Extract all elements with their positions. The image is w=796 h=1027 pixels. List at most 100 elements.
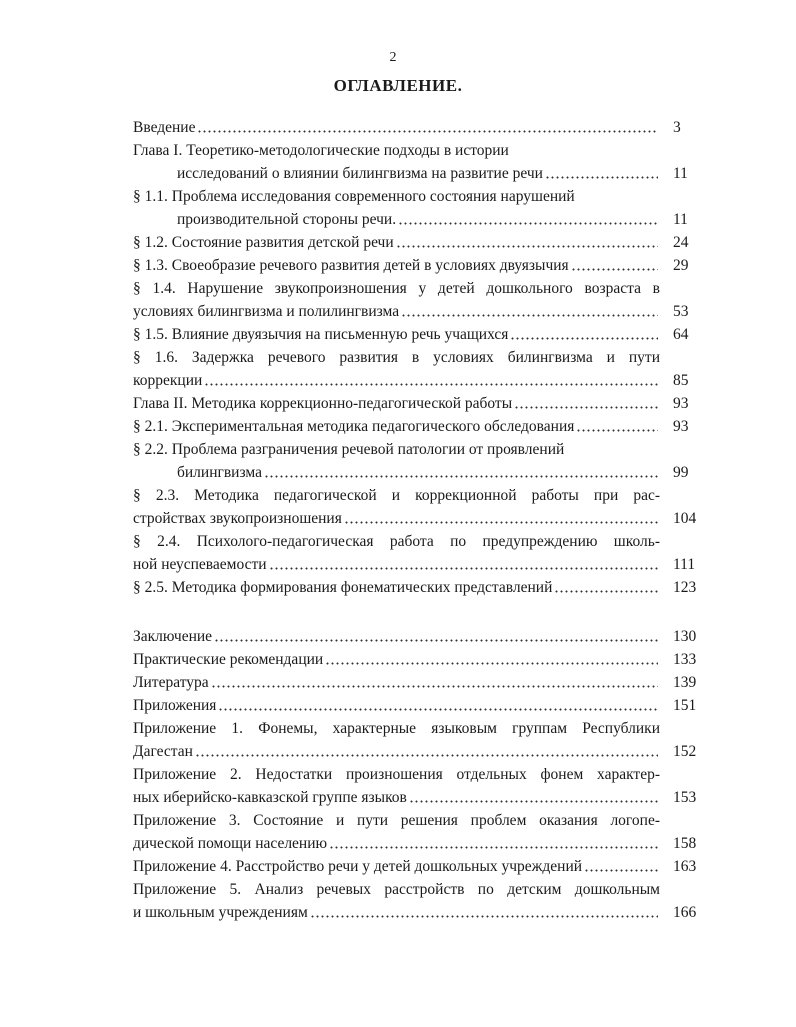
toc-line: § 2.1. Экспериментальная методика педаго… bbox=[133, 415, 660, 438]
page-ref: 123 bbox=[673, 579, 697, 596]
page-ref: 53 bbox=[673, 303, 689, 320]
toc-line: коррекции bbox=[133, 369, 660, 392]
toc-line: Глава I. Теоретико-методологические подх… bbox=[133, 142, 509, 159]
page-ref: 130 bbox=[673, 628, 697, 645]
page-ref: 11 bbox=[673, 211, 688, 228]
page-ref: 151 bbox=[673, 697, 697, 714]
page-ref: 158 bbox=[673, 835, 697, 852]
page-ref: 133 bbox=[673, 651, 697, 668]
toc-line: § 1.4. Нарушение звукопроизношения у дет… bbox=[133, 280, 660, 297]
toc-text: Заключение bbox=[133, 628, 213, 645]
toc-text: коррекции bbox=[133, 372, 203, 389]
page-ref: 139 bbox=[673, 674, 697, 691]
dot-leader bbox=[544, 176, 658, 179]
toc-line: Приложение 1. Фонемы, характерные языков… bbox=[133, 720, 660, 737]
toc-line: Глава II. Методика коррекционно-педагоги… bbox=[133, 392, 660, 415]
toc-line: производительной стороны речи. bbox=[177, 208, 660, 231]
page-ref: 93 bbox=[673, 395, 689, 412]
toc-text: дической помощи населению bbox=[133, 835, 328, 852]
toc-line: § 1.5. Влияние двуязычия на письменную р… bbox=[133, 323, 660, 346]
toc-line: § 1.2. Состояние развития детской речи bbox=[133, 231, 660, 254]
page-ref: 153 bbox=[673, 789, 697, 806]
toc-line: § 1.1. Проблема исследования современног… bbox=[133, 188, 575, 205]
dot-leader bbox=[325, 662, 658, 665]
toc-line: билингвизма bbox=[177, 461, 660, 484]
toc-text: ной неуспеваемости bbox=[133, 556, 267, 573]
page-ref: 111 bbox=[673, 556, 696, 573]
dot-leader bbox=[398, 222, 658, 225]
dot-leader bbox=[268, 567, 658, 570]
toc-line: § 2.2. Проблема разграничения речевой па… bbox=[133, 441, 565, 458]
dot-leader bbox=[214, 639, 658, 642]
toc-text: Введение bbox=[133, 119, 196, 136]
toc-text: ных иберийско-кавказской группе языков bbox=[133, 789, 407, 806]
page-ref: 29 bbox=[673, 257, 689, 274]
toc-line: Практические рекомендации bbox=[133, 648, 660, 671]
toc-line: Приложение 5. Анализ речевых расстройств… bbox=[133, 881, 660, 898]
page-ref: 85 bbox=[673, 372, 689, 389]
toc-line: Заключение bbox=[133, 625, 660, 648]
toc-title: ОГЛАВЛЕНИЕ. bbox=[333, 76, 463, 95]
toc-text: § 2.5. Методика формирования фонематичес… bbox=[133, 579, 553, 596]
toc-text: и школьным учреждениям bbox=[133, 904, 308, 921]
toc-text: стройствах звукопроизношения bbox=[133, 510, 342, 527]
dot-leader bbox=[218, 708, 658, 711]
dot-leader bbox=[329, 846, 658, 849]
page-ref: 166 bbox=[673, 904, 697, 921]
page-ref: 99 bbox=[673, 464, 689, 481]
toc-text: § 1.5. Влияние двуязычия на письменную р… bbox=[133, 326, 509, 343]
dot-leader bbox=[554, 590, 658, 593]
toc-line: Введение bbox=[133, 116, 660, 139]
page-ref: 152 bbox=[673, 743, 697, 760]
toc-text: условиях билингвизма и полилингвизма bbox=[133, 303, 400, 320]
toc-line: Приложение 2. Недостатки произношения от… bbox=[133, 766, 660, 783]
toc-line: § 2.3. Методика педагогической и коррекц… bbox=[133, 487, 660, 504]
page-ref: 3 bbox=[673, 119, 681, 136]
dot-leader bbox=[570, 268, 658, 271]
toc-text: § 1.2. Состояние развития детской речи bbox=[133, 234, 394, 251]
toc-line: § 2.4. Психолого-педагогическая работа п… bbox=[133, 533, 660, 550]
toc-line: условиях билингвизма и полилингвизма bbox=[133, 300, 660, 323]
toc-text: билингвизма bbox=[177, 464, 262, 481]
dot-leader bbox=[408, 800, 658, 803]
page-ref: 163 bbox=[673, 858, 697, 875]
dot-leader bbox=[395, 245, 658, 248]
toc-line: § 1.6. Задержка речевого развития в усло… bbox=[133, 349, 660, 366]
dot-leader bbox=[514, 406, 658, 409]
page-ref: 11 bbox=[673, 165, 688, 182]
toc-text: производительной стороны речи. bbox=[177, 211, 397, 228]
toc-line: Приложение 4. Расстройство речи у детей … bbox=[133, 855, 660, 878]
dot-leader bbox=[210, 685, 658, 688]
dot-leader bbox=[309, 915, 658, 918]
dot-leader bbox=[584, 869, 658, 872]
toc-text: Дагестан bbox=[133, 743, 193, 760]
page-ref: 24 bbox=[673, 234, 689, 251]
dot-leader bbox=[197, 130, 658, 133]
toc-text: § 1.3. Своеобразие речевого развития дет… bbox=[133, 257, 569, 274]
dot-leader bbox=[194, 754, 658, 757]
toc-line: § 1.3. Своеобразие речевого развития дет… bbox=[133, 254, 660, 277]
page-ref: 104 bbox=[673, 510, 697, 527]
toc-text: Практические рекомендации bbox=[133, 651, 324, 668]
toc-line: § 2.5. Методика формирования фонематичес… bbox=[133, 576, 660, 599]
page-number: 2 bbox=[389, 50, 397, 65]
toc-line: стройствах звукопроизношения bbox=[133, 507, 660, 530]
toc-line: Дагестан bbox=[133, 740, 660, 763]
dot-leader bbox=[576, 429, 658, 432]
toc-line: исследований о влиянии билингвизма на ра… bbox=[177, 162, 660, 185]
toc-line: ных иберийско-кавказской группе языков bbox=[133, 786, 660, 809]
dot-leader bbox=[263, 475, 658, 478]
dot-leader bbox=[204, 383, 658, 386]
toc-line: Литература bbox=[133, 671, 660, 694]
dot-leader bbox=[343, 521, 658, 524]
toc-text: Приложение 4. Расстройство речи у детей … bbox=[133, 858, 583, 875]
toc-line: дической помощи населению bbox=[133, 832, 660, 855]
toc-text: Приложения bbox=[133, 697, 217, 714]
toc-line: Приложение 3. Состояние и пути решения п… bbox=[133, 812, 660, 829]
toc-line: Приложения bbox=[133, 694, 660, 717]
toc-text: Глава II. Методика коррекционно-педагоги… bbox=[133, 395, 513, 412]
toc-text: исследований о влиянии билингвизма на ра… bbox=[177, 165, 543, 182]
toc-line: ной неуспеваемости bbox=[133, 553, 660, 576]
